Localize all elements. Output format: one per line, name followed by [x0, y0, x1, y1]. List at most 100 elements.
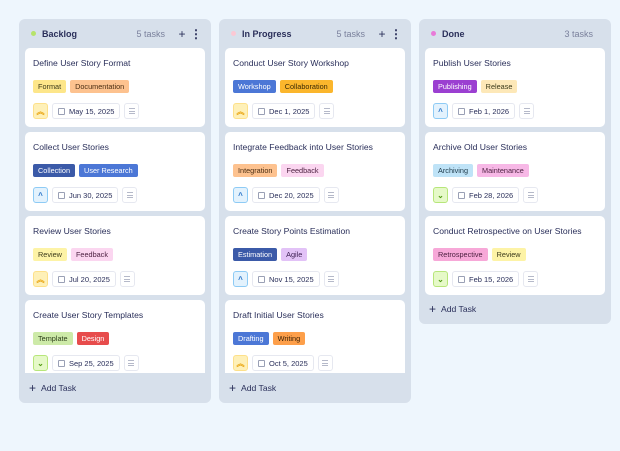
task-card[interactable]: Archive Old User Stories Archiving Mainten… [425, 132, 605, 211]
plus-icon: + [29, 381, 37, 395]
task-card[interactable]: Conduct User Story Workshop Workshop Colla… [225, 48, 405, 127]
task-title: Create Story Points Estimation [233, 226, 351, 236]
priority-button[interactable]: ^ [33, 187, 48, 203]
tag-list: Collection User Research [33, 164, 197, 177]
due-date: Sep 25, 2025 [69, 358, 114, 368]
card-footer: ^ Nov 15, 2025 [233, 271, 397, 287]
calendar-icon [258, 359, 265, 367]
due-date-button[interactable]: Sep 25, 2025 [52, 355, 120, 371]
double-chevron-up-icon: ︽ [36, 274, 45, 284]
task-card[interactable]: Collect User Stories Collection User Resea… [25, 132, 205, 211]
column-title: In Progress [242, 28, 292, 39]
notes-icon[interactable] [122, 187, 138, 203]
calendar-icon [458, 107, 465, 115]
card-footer: ︽ Oct 5, 2025 [233, 355, 397, 371]
priority-button[interactable]: ︽ [233, 103, 248, 119]
card-footer: ⌄ Sep 25, 2025 [33, 355, 197, 371]
priority-button[interactable]: ⌄ [33, 355, 48, 371]
due-date-button[interactable]: Jun 30, 2025 [52, 187, 119, 203]
task-card[interactable]: Define User Story Format Format Documentat… [25, 48, 205, 127]
card-footer: ^ Feb 1, 2026 [433, 103, 597, 119]
add-task-label: Add Task [241, 383, 277, 393]
due-date-button[interactable]: Jul 20, 2025 [52, 271, 116, 287]
notes-icon[interactable] [317, 355, 333, 371]
task-title: Define User Story Format [33, 58, 131, 68]
tag: Template [33, 332, 73, 345]
due-date-button[interactable]: Nov 15, 2025 [252, 271, 320, 287]
notes-icon[interactable] [123, 355, 139, 371]
chevron-down-icon: ⌄ [37, 358, 44, 368]
column-in-progress: In Progress 5 tasks + ⋮ Conduct User Story W… [219, 19, 411, 403]
tag: Design [76, 332, 110, 345]
tag: Review [491, 248, 526, 261]
add-task-button[interactable]: + Add Task [419, 294, 611, 324]
due-date-button[interactable]: Oct 5, 2025 [252, 355, 314, 371]
double-chevron-up-icon: ︽ [236, 358, 245, 368]
priority-button[interactable]: ︽ [33, 271, 48, 287]
column-header: Backlog 5 tasks + ⋮ [19, 19, 211, 48]
due-date-button[interactable]: Dec 1, 2025 [252, 103, 316, 119]
chevron-up-icon: ^ [438, 106, 443, 116]
priority-button[interactable]: ⌄ [433, 187, 448, 203]
tag: Feedback [281, 164, 324, 177]
more-vertical-icon[interactable]: ⋮ [390, 26, 402, 41]
notes-icon[interactable] [323, 271, 339, 287]
priority-button[interactable]: ^ [233, 271, 248, 287]
tag-list: Workshop Collaboration [233, 80, 397, 93]
notes-icon[interactable] [523, 187, 539, 203]
notes-icon[interactable] [323, 187, 339, 203]
priority-button[interactable]: ⌄ [433, 271, 448, 287]
add-icon[interactable]: + [178, 26, 186, 41]
notes-icon[interactable] [124, 103, 140, 119]
priority-button[interactable]: ^ [233, 187, 248, 203]
calendar-icon [458, 191, 465, 199]
priority-button[interactable]: ︽ [233, 355, 248, 371]
due-date: May 15, 2025 [69, 106, 115, 116]
column-title: Backlog [42, 28, 78, 39]
add-task-button[interactable]: + Add Task [219, 373, 411, 403]
column-done: Done 3 tasks Publish User Stories Publishin… [419, 19, 611, 324]
calendar-icon [458, 275, 465, 283]
task-card[interactable]: Conduct Retrospective on User Stories Ret… [425, 216, 605, 295]
card-footer: ︽ May 15, 2025 [33, 103, 197, 119]
tag: Drafting [233, 332, 269, 345]
task-title: Create User Story Templates [33, 310, 144, 320]
double-chevron-up-icon: ︽ [236, 106, 245, 116]
add-icon[interactable]: + [378, 26, 386, 41]
priority-button[interactable]: ︽ [33, 103, 48, 119]
task-card[interactable]: Create User Story Templates Template Desig… [25, 300, 205, 373]
chevron-up-icon: ^ [38, 190, 43, 200]
due-date-button[interactable]: Feb 15, 2026 [452, 271, 520, 287]
task-title: Integrate Feedback into User Stories [233, 142, 373, 152]
column-title: Done [442, 28, 465, 39]
task-title: Review User Stories [33, 226, 111, 236]
notes-icon[interactable] [523, 271, 539, 287]
tag: Agile [281, 248, 308, 261]
tag: Archiving [433, 164, 474, 177]
notes-icon[interactable] [319, 103, 335, 119]
due-date-button[interactable]: Dec 20, 2025 [252, 187, 320, 203]
task-card[interactable]: Create Story Points Estimation Estimation… [225, 216, 405, 295]
add-task-button[interactable]: + Add Task [19, 373, 211, 403]
task-card[interactable]: Publish User Stories Publishing Release ^ Fe… [425, 48, 605, 127]
task-card[interactable]: Draft Initial User Stories Drafting Writin… [225, 300, 405, 373]
double-chevron-up-icon: ︽ [36, 106, 45, 116]
task-card[interactable]: Integrate Feedback into User Stories Inte… [225, 132, 405, 211]
notes-icon[interactable] [519, 103, 535, 119]
tag: User Research [79, 164, 138, 177]
priority-button[interactable]: ^ [433, 103, 448, 119]
task-count: 3 tasks [564, 28, 593, 39]
tag-list: Template Design [33, 332, 197, 345]
task-count: 5 tasks [336, 28, 365, 39]
due-date-button[interactable]: Feb 28, 2026 [452, 187, 520, 203]
calendar-icon [58, 191, 65, 199]
due-date: Feb 15, 2026 [469, 274, 514, 284]
task-card[interactable]: Review User Stories Review Feedback ︽ Jul 20… [25, 216, 205, 295]
due-date-button[interactable]: May 15, 2025 [52, 103, 121, 119]
due-date-button[interactable]: Feb 1, 2026 [452, 103, 516, 119]
more-vertical-icon[interactable]: ⋮ [190, 26, 202, 41]
tag: Format [33, 80, 67, 93]
notes-icon[interactable] [119, 271, 135, 287]
task-title: Collect User Stories [33, 142, 109, 152]
card-list: Conduct User Story Workshop Workshop Colla… [219, 48, 411, 373]
